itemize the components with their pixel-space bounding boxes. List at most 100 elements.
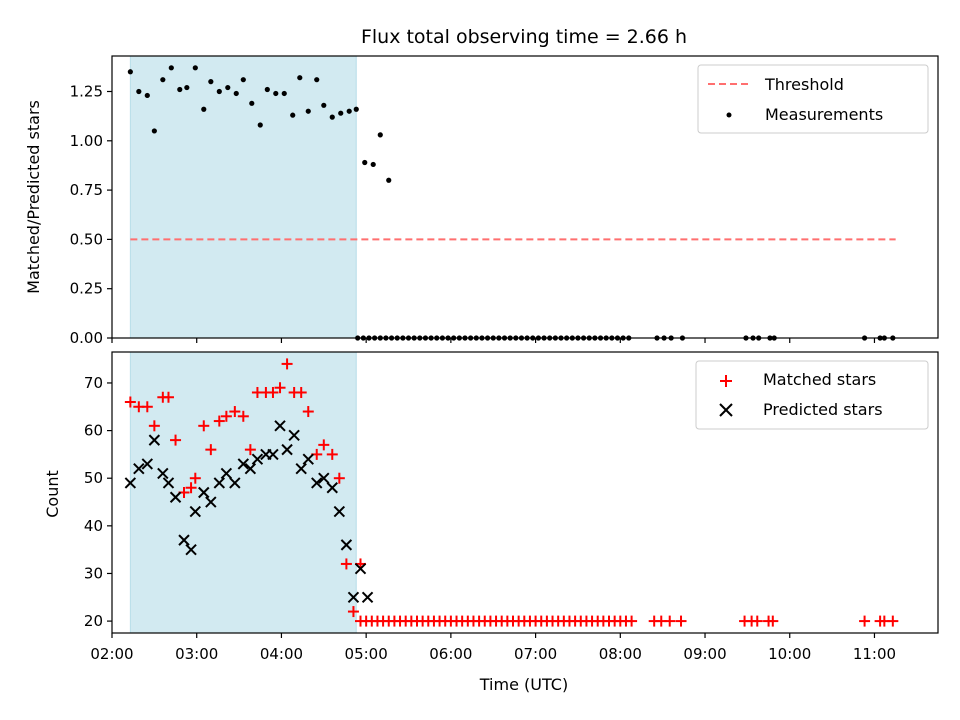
predicted-star-point <box>148 434 161 446</box>
matched-star-point <box>626 615 638 627</box>
legend-matched-marker <box>720 375 732 387</box>
predicted-star-point <box>124 477 137 489</box>
predicted-star-point <box>178 534 190 546</box>
predicted-star-point <box>141 458 154 470</box>
matched-star-point <box>229 406 241 418</box>
y-tick-label: 0.75 <box>70 181 103 199</box>
predicted-star-point <box>347 591 360 603</box>
predicted-star-point <box>162 477 175 489</box>
bottom-plot-area: 20 30 40 50 60 70 02:00 03:00 04:00 05:00 06:00 07:… <box>84 351 939 663</box>
matched-star-point <box>281 358 293 370</box>
measurement-point <box>314 77 320 83</box>
measurement-point <box>216 88 222 95</box>
legend-predicted-label: Predicted stars <box>763 400 883 419</box>
predicted-star-point <box>295 462 307 475</box>
matched-star-point <box>333 472 345 484</box>
y-tick-label: 40 <box>84 517 103 535</box>
predicted-star-point <box>281 443 293 456</box>
matched-star-point <box>302 406 314 418</box>
matched-star-point <box>664 615 676 627</box>
predicted-star-point <box>274 420 286 432</box>
predicted-star-point <box>157 467 169 480</box>
predicted-star-point <box>205 496 217 508</box>
measurement-point <box>377 132 383 138</box>
measurement-point <box>151 128 157 134</box>
x-tick-label: 07:00 <box>514 645 557 663</box>
predicted-star-point <box>311 477 323 489</box>
legend-measurements-marker <box>726 112 732 118</box>
x-tick-label: 06:00 <box>429 645 472 663</box>
top-legend-box <box>697 64 929 134</box>
legend-matched-label: Matched stars <box>763 370 876 389</box>
matched-star-point <box>295 386 307 398</box>
measurement-point <box>208 79 214 85</box>
y-tick-label: 20 <box>84 612 103 630</box>
measurement-point <box>386 177 392 183</box>
predicted-star-point <box>133 462 145 475</box>
axes-frame <box>111 351 939 634</box>
shaded-observing-span <box>129 55 357 339</box>
measurement-point <box>192 65 198 71</box>
measurement-point <box>362 159 368 166</box>
matched-star-point <box>141 401 153 413</box>
predicted-star-point <box>340 539 353 551</box>
y-tick-label: 50 <box>84 469 103 487</box>
matched-star-point <box>274 382 286 394</box>
matched-star-point <box>170 434 182 446</box>
predicted-star-point <box>189 505 202 518</box>
legend-predicted-marker <box>719 403 733 417</box>
matched-star-point <box>347 606 359 618</box>
predicted-star-point <box>267 448 279 461</box>
measurement-point <box>338 110 344 116</box>
x-tick-label: 04:00 <box>260 645 303 663</box>
predicted-star-point <box>326 482 338 494</box>
bottom-panel: 20 30 40 50 60 70 02:00 03:00 04:00 05:00 06:00 07:… <box>43 351 939 694</box>
measurement-point <box>305 108 311 114</box>
matched-star-point <box>318 439 330 451</box>
predicted-star-point <box>169 491 182 503</box>
predicted-star-point <box>288 429 300 442</box>
predicted-star-point <box>302 453 314 465</box>
x-tick-label: 02:00 <box>90 645 133 663</box>
measurement-point <box>346 108 352 114</box>
measurement-point <box>249 100 255 106</box>
matched-star-point <box>675 615 687 627</box>
matched-star-point <box>213 415 225 427</box>
measurement-point <box>136 88 142 95</box>
matched-star-point <box>124 396 136 408</box>
bottom-legend-box <box>695 360 929 430</box>
measurement-point <box>240 77 246 83</box>
matched-star-point <box>162 391 174 403</box>
y-tick-label: 30 <box>84 564 103 582</box>
predicted-star-point <box>220 467 233 480</box>
matched-star-point <box>220 410 232 422</box>
x-tick-label: 03:00 <box>175 645 218 663</box>
matched-star-point <box>205 444 217 456</box>
top-y-axis-label: Matched/Predicted stars <box>24 100 43 294</box>
measurement-point <box>127 69 133 75</box>
matched-star-point <box>267 386 279 398</box>
matched-star-point <box>185 482 197 494</box>
measurement-point <box>370 161 376 168</box>
y-tick-label: 0.25 <box>70 280 103 298</box>
y-tick-label: 0.00 <box>70 329 103 347</box>
predicted-star-point <box>237 458 250 470</box>
measurement-point <box>297 75 303 81</box>
measurement-point <box>281 90 287 97</box>
series-predicted-stars <box>124 420 374 603</box>
measurement-point <box>264 86 270 93</box>
predicted-star-point <box>318 472 330 484</box>
measurement-point <box>353 106 359 112</box>
matched-star-point <box>751 615 763 627</box>
x-tick-label: 05:00 <box>345 645 388 663</box>
x-tick-label: 10:00 <box>768 645 811 663</box>
bottom-y-axis-label: Count <box>43 470 62 518</box>
top-plot-area: 0.00 0.25 0.50 0.75 1.00 1.25 <box>70 55 939 347</box>
measurement-point <box>233 90 239 97</box>
matched-star-point <box>859 615 871 627</box>
x-tick-label: 08:00 <box>599 645 642 663</box>
predicted-star-point <box>354 562 367 575</box>
x-axis-label: Time (UTC) <box>479 675 568 694</box>
measurement-point <box>144 92 150 99</box>
y-tick-label: 70 <box>84 374 103 392</box>
